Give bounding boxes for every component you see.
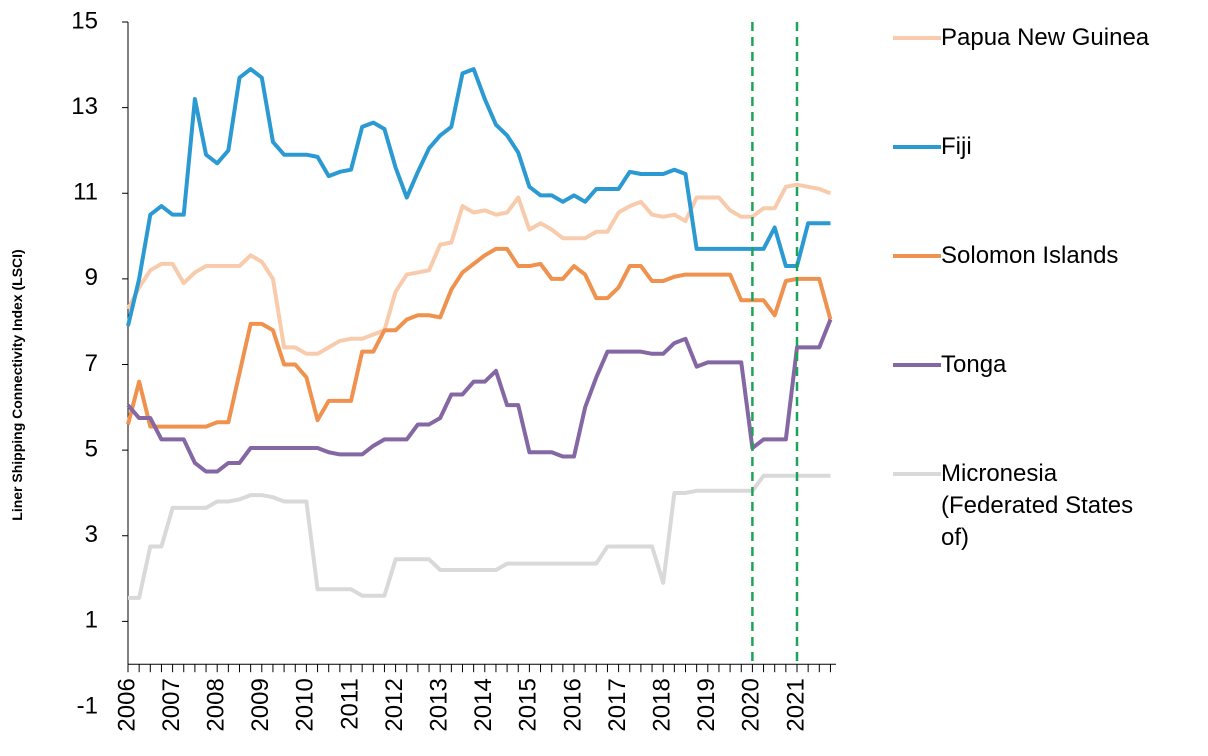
y-tick-label: 3 [85,521,98,548]
y-axis-title: Liner Shipping Connectivity Index (LSCI) [9,249,25,520]
legend: Papua New Guinea Fiji Solomon Islands Tonga… [893,22,1203,567]
legend-entry: Solomon Islands [893,240,1203,349]
y-tick-label: 1 [85,607,98,634]
x-tick-label: 2008 [203,678,230,731]
x-tick-label: 2007 [158,678,185,731]
x-tick-label: 2012 [381,678,408,731]
x-tick-label: 2019 [693,678,720,731]
x-tick-label: 2011 [336,678,363,730]
legend-swatch [893,363,941,367]
y-tick-label: -1 [77,692,98,719]
x-tick-label: 2017 [604,678,631,731]
x-tick-label: 2016 [559,678,586,731]
legend-entry: Micronesia (Federated States of) [893,458,1203,567]
legend-entry: Tonga [893,349,1203,458]
series-line [126,246,833,429]
x-tick-label: 2009 [247,678,274,731]
series-line [126,318,833,474]
legend-swatch [893,254,941,258]
legend-label: Fiji [941,133,972,160]
x-tick-label: 2006 [113,678,140,731]
series-line [126,182,832,356]
x-tick-label: 2018 [649,678,676,731]
legend-label: Papua New Guinea [941,24,1150,51]
y-tick-label: 13 [71,93,98,120]
x-tick-label: 2015 [515,678,542,731]
legend-entry: Fiji [893,131,1203,240]
x-tick-label: 2013 [426,678,453,731]
x-tick-label: 2014 [470,678,497,731]
legend-swatch [893,36,941,40]
y-tick-label: 15 [71,7,98,34]
x-tick-label: 2020 [738,678,765,731]
y-tick-label: 11 [73,179,98,206]
y-tick-label: 5 [85,435,98,462]
legend-entry: Papua New Guinea [893,22,1203,131]
y-tick-label: 7 [85,350,98,377]
y-tick-label: 9 [85,264,98,291]
legend-label: Solomon Islands [941,242,1119,269]
legend-swatch [893,145,941,149]
series-line [128,473,831,600]
x-tick-label: 2021 [782,678,809,731]
x-tick-label: 2010 [292,678,319,731]
legend-label: Tonga [941,351,1007,378]
series-line [126,67,831,327]
legend-label: Micronesia (Federated States of) [941,460,1134,551]
legend-swatch [893,472,941,476]
